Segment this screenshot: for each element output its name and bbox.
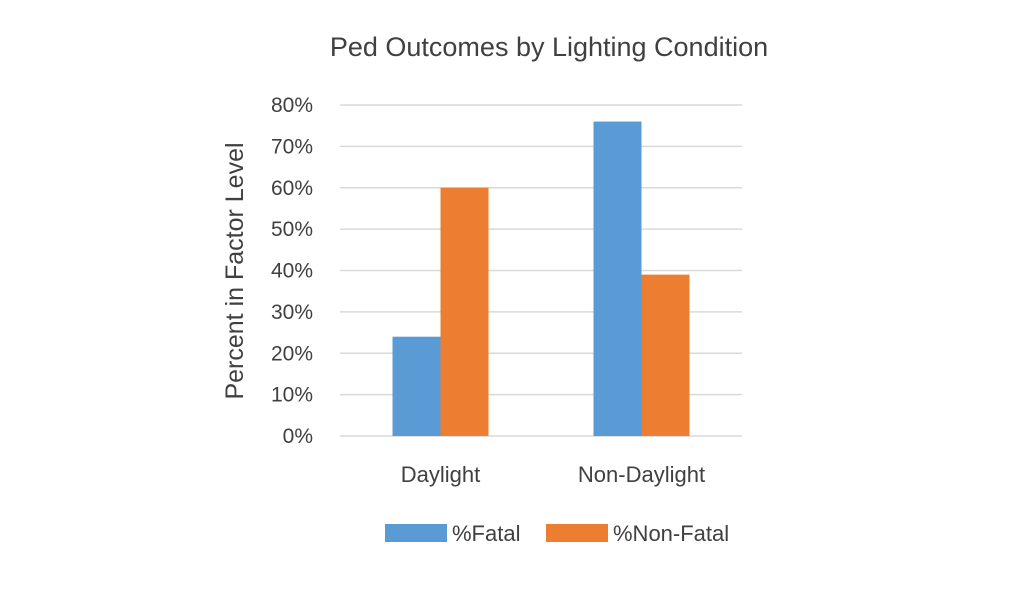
legend-swatch [546, 524, 608, 542]
legend-swatch [385, 524, 447, 542]
bar-non-fatal-daylight [440, 187, 489, 436]
y-axis-label: Percent in Factor Level [221, 142, 249, 399]
y-tick-label: 50% [271, 218, 313, 241]
bars [392, 121, 690, 437]
y-tick-label: 10% [271, 384, 313, 407]
bar-fatal-daylight [392, 336, 441, 436]
x-category-label: Daylight [401, 462, 480, 487]
bar-fatal-non-daylight [593, 121, 642, 437]
y-tick-label: 70% [271, 135, 313, 158]
y-tick-label: 20% [271, 342, 313, 365]
chart-title: Ped Outcomes by Lighting Condition [330, 32, 768, 62]
y-tick-label: 40% [271, 260, 313, 283]
legend-label: %Fatal [452, 521, 520, 546]
x-axis-categories: Daylight Non-Daylight [401, 462, 705, 487]
y-tick-label: 80% [271, 94, 313, 117]
legend-label: %Non-Fatal [613, 521, 729, 546]
y-tick-label: 30% [271, 301, 313, 324]
y-axis-ticks: 0% 10% 20% 30% 40% 50% 60% 70% 80% [271, 94, 313, 448]
y-tick-label: 60% [271, 177, 313, 200]
legend: %Fatal %Non-Fatal [385, 521, 729, 546]
x-category-label: Non-Daylight [578, 462, 705, 487]
bar-non-fatal-non-daylight [641, 274, 690, 436]
y-tick-label: 0% [283, 425, 313, 448]
